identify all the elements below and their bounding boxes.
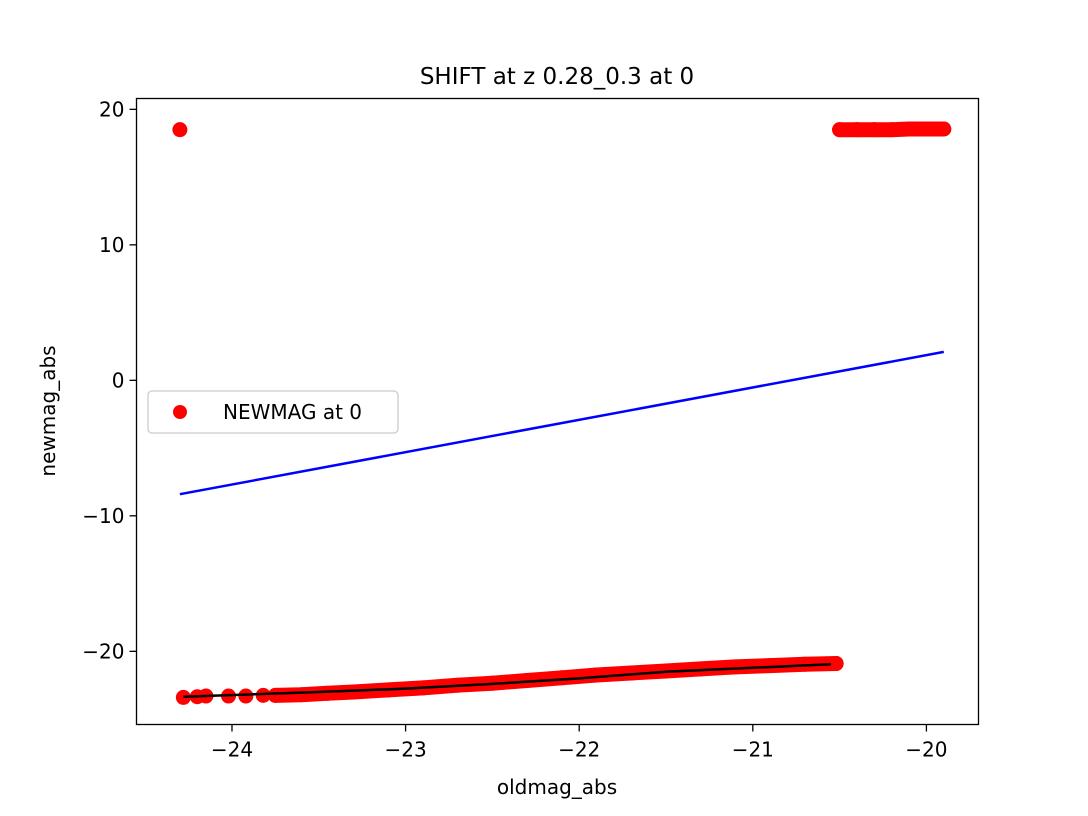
scatter-cluster-lower	[267, 656, 844, 703]
legend-marker	[173, 405, 187, 419]
x-tick-label: −23	[384, 738, 426, 762]
scatter-point	[172, 122, 188, 138]
scatter-point	[238, 688, 254, 704]
x-axis-label: oldmag_abs	[497, 775, 617, 799]
axis-ticks: −24 −23 −22 −21 −20 −20 −10 0 10 20	[82, 97, 947, 761]
y-tick-label: 10	[99, 233, 124, 257]
x-tick-label: −21	[732, 738, 774, 762]
y-tick-label: 20	[99, 97, 124, 121]
x-tick-label: −24	[211, 738, 253, 762]
legend-box	[147, 390, 399, 434]
axes-frame	[135, 97, 980, 726]
scatter-cluster-upper	[832, 121, 952, 138]
fit-line-blue	[179, 350, 945, 496]
legend-label: NEWMAG at 0	[223, 400, 362, 424]
y-tick-label: −20	[82, 639, 124, 663]
plot-area	[172, 121, 952, 705]
legend: NEWMAG at 0	[147, 390, 399, 434]
scatter-point	[255, 687, 271, 703]
y-tick-label: −10	[82, 504, 124, 528]
x-tick-label: −20	[905, 738, 947, 762]
fit-line-black	[183, 662, 831, 698]
chart-title: SHIFT at z 0.28_0.3 at 0	[420, 64, 694, 90]
y-axis-label: newmag_abs	[36, 345, 60, 476]
scatter-point	[175, 689, 191, 705]
y-tick-label: 0	[112, 368, 125, 392]
x-tick-label: −22	[558, 738, 600, 762]
